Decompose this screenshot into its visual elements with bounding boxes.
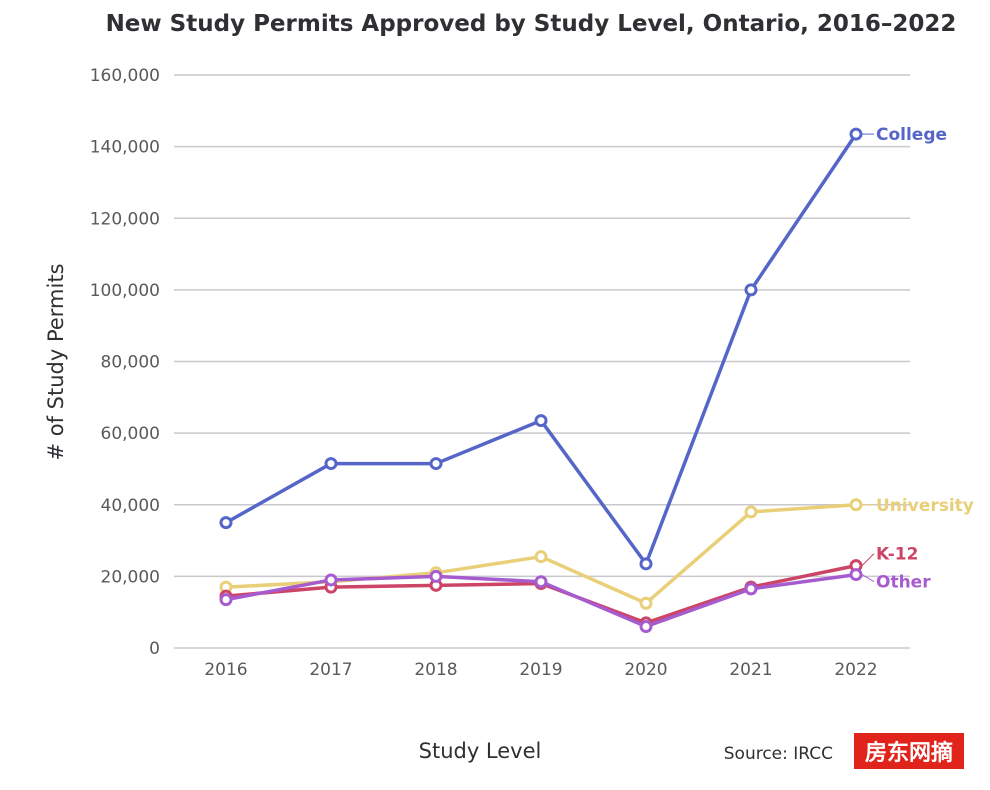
y-axis-label: # of Study Permits (44, 263, 68, 460)
data-point-college (534, 414, 548, 428)
chart-title: New Study Permits Approved by Study Leve… (106, 11, 957, 37)
y-tick-label: 20,000 (101, 567, 160, 587)
x-tick-label: 2016 (204, 660, 247, 680)
series-label-connector (861, 553, 875, 566)
x-axis-label: Study Level (419, 739, 542, 763)
y-tick-label: 140,000 (90, 138, 160, 158)
series-label-connector (861, 574, 875, 583)
x-tick-label: 2017 (309, 660, 352, 680)
data-point-university (849, 498, 863, 512)
data-point-other (429, 569, 443, 583)
y-tick-label: 0 (149, 639, 160, 659)
data-point-other (324, 573, 338, 587)
data-point-other (639, 620, 653, 634)
series-label-other: Other (876, 573, 931, 593)
series-line-k-12 (225, 563, 857, 625)
y-tick-label: 120,000 (90, 209, 160, 229)
series-lines (219, 127, 863, 634)
data-point-college (324, 457, 338, 471)
data-point-other (744, 582, 758, 596)
data-point-college (219, 516, 233, 530)
y-axis-ticks: 0 20,000 40,000 60,000 80,000 100,000 120,000 1… (90, 66, 160, 659)
watermark-logo: 房东网摘 (854, 733, 964, 769)
series-label-k-12: K-12 (876, 545, 918, 565)
data-point-college (849, 127, 863, 141)
y-tick-label: 160,000 (90, 66, 160, 86)
y-tick-label: 60,000 (101, 424, 160, 444)
data-point-other (219, 593, 233, 607)
x-tick-label: 2021 (729, 660, 772, 680)
gridlines (174, 74, 910, 649)
series-line-college (225, 133, 858, 566)
series-label-university: University (876, 496, 974, 516)
data-point-university (534, 550, 548, 564)
y-tick-label: 80,000 (101, 353, 160, 373)
data-point-university (639, 596, 653, 610)
data-point-other (849, 568, 863, 582)
x-tick-label: 2020 (624, 660, 667, 680)
x-tick-label: 2018 (414, 660, 457, 680)
data-point-college (744, 283, 758, 297)
data-point-university (744, 505, 758, 519)
x-tick-label: 2019 (519, 660, 562, 680)
series-label-college: College (876, 125, 947, 145)
y-tick-label: 40,000 (101, 496, 160, 516)
series-labels: College University K-12 Other (861, 125, 974, 593)
source-note: Source: IRCC (724, 744, 833, 764)
x-tick-label: 2022 (834, 660, 877, 680)
data-point-other (534, 575, 548, 589)
data-point-college (429, 457, 443, 471)
y-tick-label: 100,000 (90, 281, 160, 301)
x-axis-ticks: 2016 2017 2018 2019 2020 2021 2022 (204, 660, 877, 680)
data-point-college (639, 557, 653, 571)
